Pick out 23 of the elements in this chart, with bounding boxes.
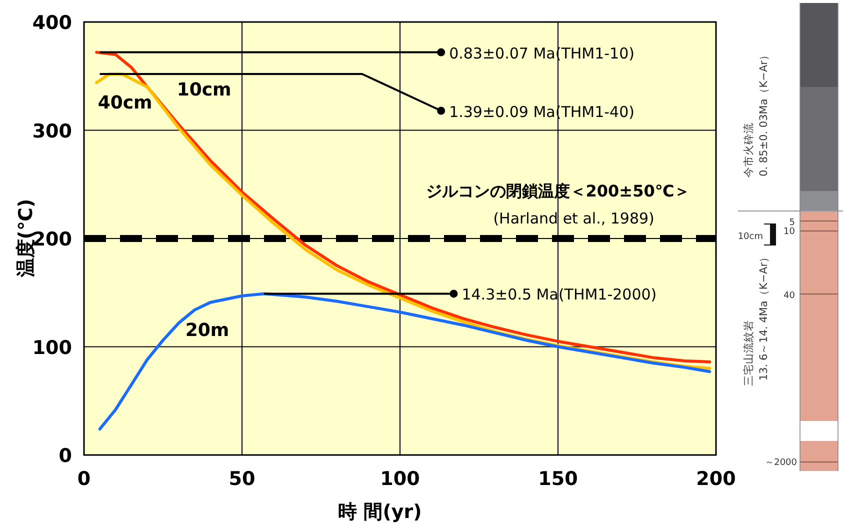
y-tick-label: 400: [32, 12, 72, 34]
series-label: 40cm: [98, 92, 152, 114]
series-label: 10cm: [176, 80, 232, 101]
text: 三宅山流紋岩: [742, 320, 755, 386]
text: 13. 6～14. 4Ma（K−Ar）: [758, 251, 770, 381]
series-label: 20m: [185, 320, 230, 341]
text: 10: [784, 227, 796, 237]
x-tick-label: 150: [538, 468, 578, 490]
x-tick-label: 50: [228, 468, 256, 490]
text: 0. 85±0. 03Ma（K−Ar）: [758, 50, 770, 176]
text: ～2000: [765, 458, 798, 468]
y-tick-label: 100: [32, 336, 72, 359]
x-tick-label: 200: [696, 468, 736, 490]
x-tick-label: 0: [77, 468, 91, 490]
x-axis-title: 時 間(yr): [338, 501, 422, 523]
text: 10cm: [738, 232, 763, 242]
y-tick-label: 300: [32, 120, 72, 142]
text: 40: [784, 291, 796, 301]
annotation: (Harland et al., 1989): [493, 210, 654, 228]
y-tick-label: 0: [58, 445, 72, 467]
text: 5: [789, 218, 795, 228]
x-tick-label: 100: [380, 468, 420, 490]
text: 今市火砕流: [742, 122, 755, 178]
